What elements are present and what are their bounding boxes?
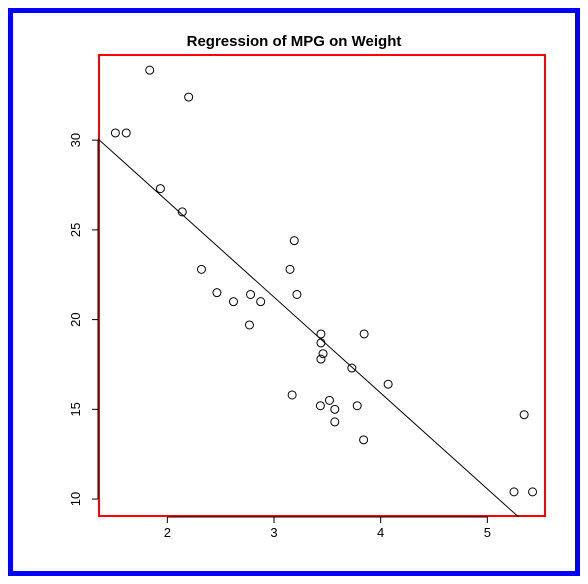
data-point: [360, 436, 368, 444]
data-point: [520, 411, 528, 419]
data-point: [257, 298, 265, 306]
x-tick-label: 3: [270, 525, 277, 540]
data-point: [529, 488, 537, 496]
data-point: [360, 330, 368, 338]
x-tick-label: 5: [484, 525, 491, 540]
data-point: [286, 265, 294, 273]
data-point: [317, 355, 325, 363]
data-point: [185, 93, 193, 101]
data-point: [331, 418, 339, 426]
data-point: [317, 330, 325, 338]
data-point: [384, 380, 392, 388]
data-point: [146, 66, 154, 74]
x-tick-label: 2: [164, 525, 171, 540]
x-tick-label: 4: [377, 525, 384, 540]
data-point: [245, 321, 253, 329]
data-point: [247, 290, 255, 298]
chart-svg: 2 3 4 5 10 15 20 25 30: [0, 0, 588, 584]
data-point: [197, 265, 205, 273]
data-point: [293, 290, 301, 298]
y-tick-label: 10: [68, 492, 83, 506]
data-point: [290, 237, 298, 245]
scatter-points: [111, 66, 536, 496]
chart-container: Regression of MPG on Weight 234510152025…: [0, 0, 588, 584]
data-point: [229, 298, 237, 306]
data-point: [317, 339, 325, 347]
data-point: [325, 396, 333, 404]
y-tick-label: 15: [68, 402, 83, 416]
data-point: [213, 289, 221, 297]
data-point: [111, 129, 119, 137]
data-point: [288, 391, 296, 399]
data-point: [316, 402, 324, 410]
y-tick-label: 30: [68, 133, 83, 147]
y-tick-label: 25: [68, 223, 83, 237]
data-point: [319, 350, 327, 358]
data-point: [353, 402, 361, 410]
data-point: [122, 129, 130, 137]
regression-line: [0, 43, 588, 584]
y-tick-label: 20: [68, 312, 83, 326]
data-point: [348, 364, 356, 372]
data-point: [510, 488, 518, 496]
data-point: [331, 405, 339, 413]
data-point: [156, 185, 164, 193]
